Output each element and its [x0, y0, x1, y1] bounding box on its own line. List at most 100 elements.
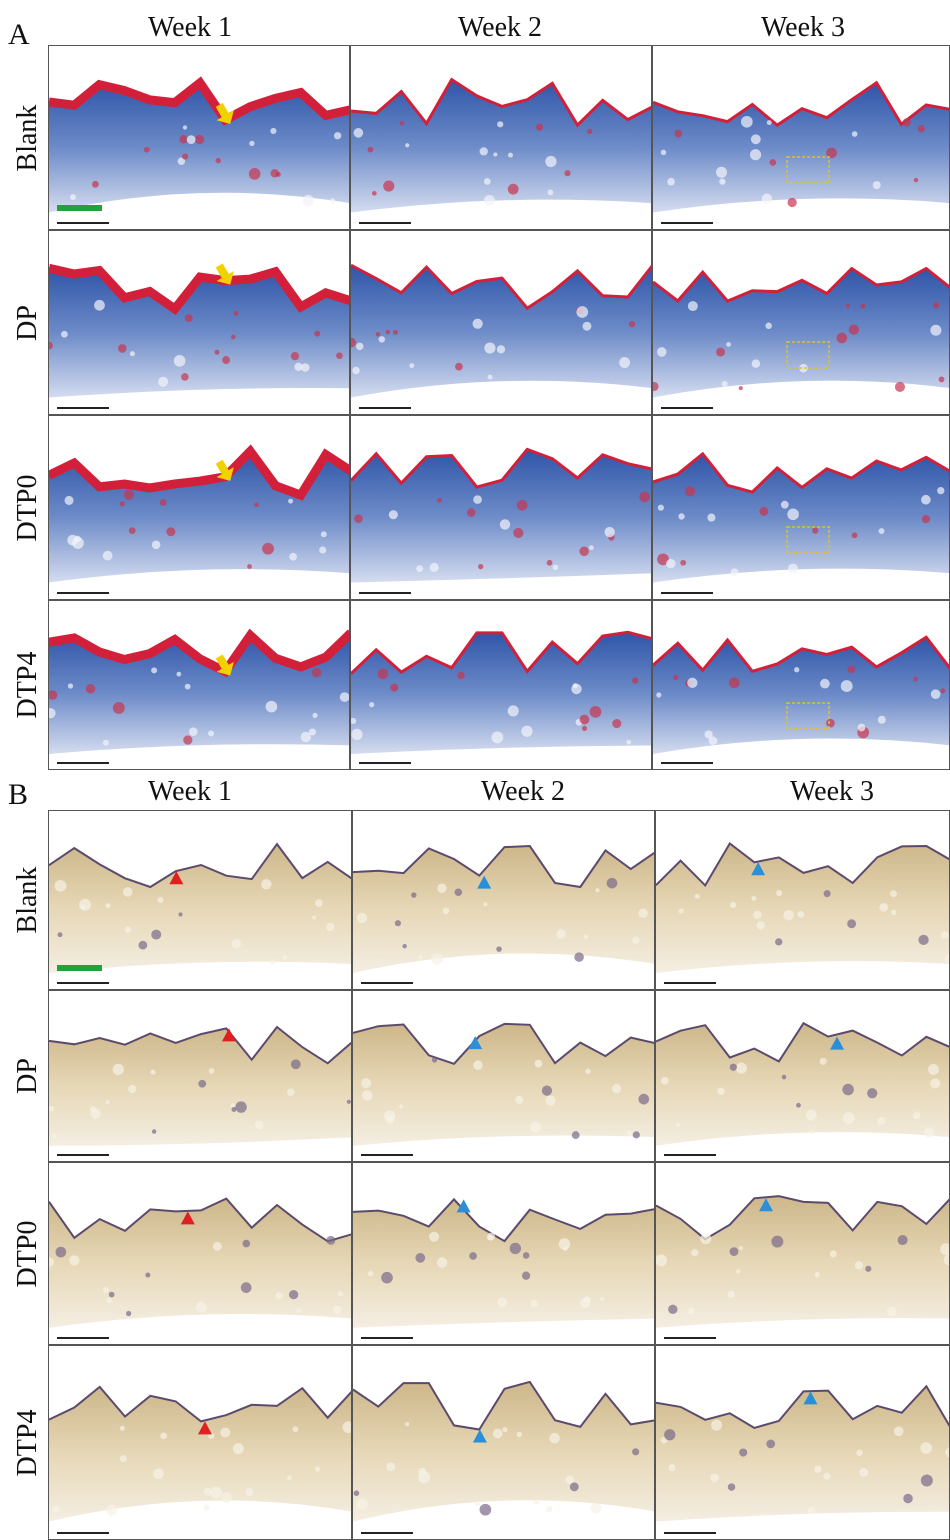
texture — [354, 514, 363, 523]
texture — [479, 147, 488, 156]
texture — [860, 303, 866, 309]
texture — [198, 1079, 207, 1088]
tissue — [656, 1196, 949, 1328]
texture — [320, 531, 327, 538]
column-header: Week 2 — [457, 12, 543, 43]
micrograph — [48, 45, 350, 230]
texture — [728, 677, 740, 689]
tissue-image — [49, 628, 349, 764]
tissue-image — [656, 1195, 949, 1339]
texture — [151, 667, 158, 674]
texture — [721, 381, 728, 387]
texture — [569, 1482, 579, 1492]
texture — [233, 310, 239, 316]
texture — [656, 692, 662, 698]
texture — [558, 1238, 571, 1250]
texture — [203, 1487, 212, 1496]
texture — [220, 1427, 231, 1438]
texture — [337, 1291, 344, 1297]
epidermis — [49, 628, 349, 678]
texture — [667, 177, 675, 186]
texture — [765, 322, 772, 330]
tissue — [351, 265, 651, 398]
arrow-yellow — [215, 654, 234, 676]
region-box — [786, 156, 830, 184]
texture — [565, 1475, 575, 1484]
texture — [736, 1269, 741, 1274]
texture — [708, 736, 718, 746]
scale-bar-green — [57, 965, 102, 971]
texture — [581, 725, 588, 732]
row-label: DP — [12, 1058, 43, 1094]
texture — [454, 888, 463, 897]
texture — [94, 299, 105, 311]
texture — [472, 318, 483, 329]
texture — [751, 359, 761, 368]
tissue — [351, 449, 651, 583]
texture — [638, 908, 648, 919]
texture — [739, 1245, 744, 1251]
tissue-image — [653, 451, 949, 594]
texture — [499, 519, 511, 530]
texture — [429, 1231, 440, 1242]
triangle-marker — [169, 871, 184, 885]
texture — [353, 128, 364, 138]
texture — [781, 1074, 787, 1080]
texture — [208, 730, 215, 737]
epidermis — [49, 76, 349, 126]
texture — [399, 120, 405, 126]
texture — [346, 1099, 351, 1104]
texture — [857, 723, 866, 732]
tissue — [49, 1386, 351, 1522]
texture — [547, 189, 554, 196]
texture — [638, 1093, 650, 1105]
texture — [759, 506, 769, 516]
texture — [730, 901, 737, 909]
texture — [474, 1501, 480, 1507]
texture — [483, 902, 488, 907]
texture — [70, 194, 77, 201]
row-label: DTP4 — [12, 651, 43, 719]
triangle-marker — [221, 1028, 236, 1042]
epidermis — [353, 844, 654, 889]
texture — [496, 345, 506, 354]
row-label: DTP0 — [12, 474, 43, 541]
texture — [356, 912, 368, 924]
texture — [405, 1422, 410, 1427]
texture — [632, 677, 639, 684]
texture — [814, 1271, 820, 1278]
tissue — [353, 1023, 654, 1146]
texture — [230, 1103, 236, 1108]
texture — [937, 486, 945, 495]
texture — [938, 376, 945, 383]
texture — [912, 1111, 921, 1120]
texture — [102, 1287, 109, 1293]
texture — [52, 1134, 57, 1139]
texture — [288, 1289, 299, 1300]
texture — [799, 363, 808, 373]
tissue-image — [656, 1021, 949, 1156]
texture — [776, 889, 783, 897]
texture — [541, 1085, 553, 1096]
triangle-marker — [751, 862, 766, 876]
texture — [606, 877, 618, 889]
texture — [442, 907, 450, 915]
texture — [750, 134, 761, 145]
texture — [85, 683, 96, 694]
micrograph — [655, 1162, 950, 1345]
triangle-marker — [180, 1211, 195, 1225]
texture — [194, 134, 205, 145]
texture — [105, 1099, 110, 1105]
texture — [783, 909, 794, 921]
micrograph — [48, 990, 352, 1162]
texture — [740, 115, 753, 128]
texture — [787, 197, 797, 208]
texture — [183, 735, 193, 745]
tissue-image — [353, 844, 654, 984]
texture — [639, 491, 650, 503]
texture — [231, 938, 242, 949]
texture — [666, 558, 676, 569]
texture — [242, 1239, 251, 1248]
column-header: Week 3 — [789, 776, 875, 807]
texture — [496, 946, 502, 952]
